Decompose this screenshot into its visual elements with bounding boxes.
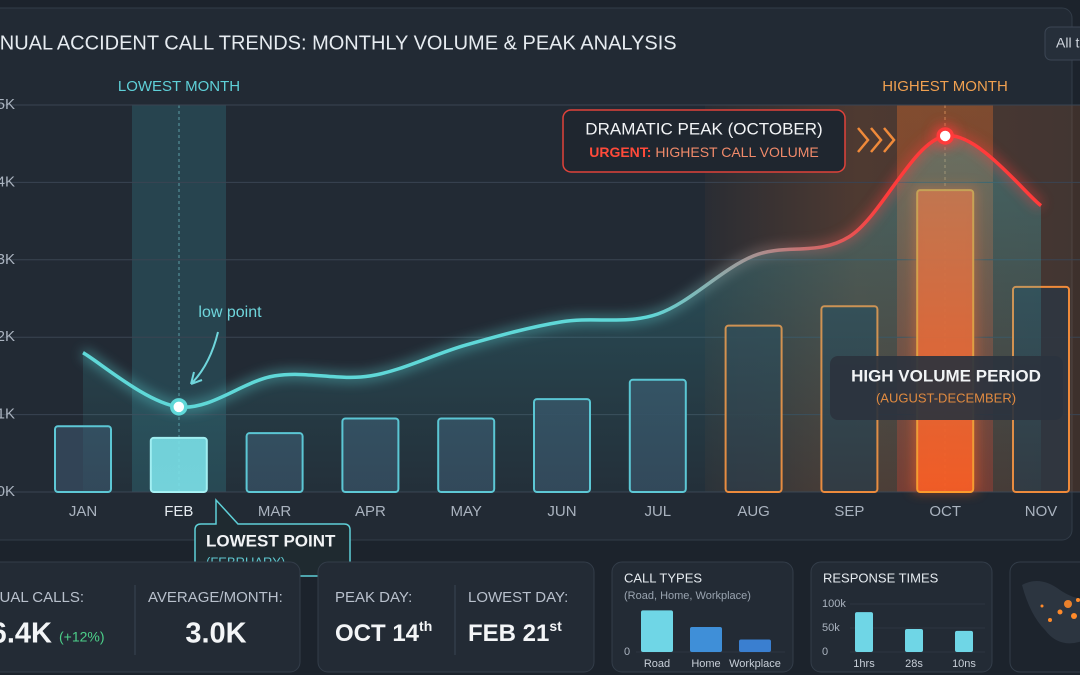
x-tick-label: FEB xyxy=(164,503,193,520)
highest-month-label: HIGHEST MONTH xyxy=(882,78,1008,95)
card-value-text: OCT 14 xyxy=(335,620,420,647)
x-tick-label: SEP xyxy=(834,503,864,520)
y-tick-label: 3K xyxy=(0,251,15,268)
card-value: 3.0K xyxy=(185,618,246,650)
map-land xyxy=(1022,581,1080,644)
mini-chart-title: CALL TYPES xyxy=(624,570,702,585)
peak-urgent: URGENT: xyxy=(589,144,651,160)
bar xyxy=(641,610,673,652)
line-area xyxy=(83,135,1041,493)
card xyxy=(0,561,301,673)
x-tick-label: MAY xyxy=(450,503,481,520)
card-change: (+12%) xyxy=(59,629,105,645)
x-tick-label: Road xyxy=(644,658,670,670)
bar xyxy=(739,639,771,652)
filter-label[interactable]: All t xyxy=(1056,35,1079,51)
y-tick-label: 5K xyxy=(0,96,15,113)
peak-chevrons xyxy=(857,127,896,153)
card-label: LOWEST DAY: xyxy=(468,589,568,606)
card-value-text: FEB 21 xyxy=(468,620,549,647)
card-label: ANNUAL CALLS: xyxy=(0,589,84,606)
x-tick-label: 1hrs xyxy=(853,658,875,670)
y-tick-label: 0 xyxy=(624,646,630,658)
peak-callout xyxy=(562,109,846,173)
bar xyxy=(905,628,923,652)
y-tick-label: 1K xyxy=(0,406,15,423)
x-tick-label: AUG xyxy=(737,503,770,520)
card-value: 36.4K xyxy=(0,618,52,650)
y-tick-label: 2K xyxy=(0,328,15,345)
peak-marker xyxy=(936,127,954,145)
card-label: AVERAGE/MONTH: xyxy=(148,589,283,606)
bar xyxy=(690,627,722,652)
lowest-month-label: LOWEST MONTH xyxy=(118,78,240,95)
period-callout xyxy=(830,356,1063,420)
card-value-suffix: st xyxy=(549,618,562,634)
chart-title: ANNUAL ACCIDENT CALL TRENDS: MONTHLY VOL… xyxy=(0,32,677,54)
x-tick-label: JUN xyxy=(547,503,576,520)
card xyxy=(317,561,595,673)
low-point-marker xyxy=(170,398,188,416)
card-value-suffix: th xyxy=(419,618,432,634)
mini-chart-title: RESPONSE TIMES xyxy=(823,570,939,585)
low-point-arrow xyxy=(190,331,219,385)
peak-title: DRAMATIC PEAK (OCTOBER) xyxy=(585,119,822,138)
mini-chart-subtitle: (Road, Home, Workplace) xyxy=(624,590,751,602)
x-tick-label: MAR xyxy=(258,503,292,520)
y-tick-label: 0 xyxy=(822,646,828,658)
x-tick-label: OCT xyxy=(929,503,961,520)
x-tick-label: APR xyxy=(355,503,386,520)
period-detail: (AUGUST-DECEMBER) xyxy=(876,390,1016,405)
y-tick-label: 0K xyxy=(0,483,15,500)
trend-line xyxy=(82,134,1043,409)
x-tick-label: 28s xyxy=(905,658,923,670)
bar xyxy=(855,612,873,652)
peak-detail-text: HIGHEST CALL VOLUME xyxy=(651,144,818,160)
map-hotspots xyxy=(1040,598,1080,622)
filter-button[interactable] xyxy=(1044,26,1080,61)
bar xyxy=(955,630,973,652)
x-tick-label: Workplace xyxy=(729,658,781,670)
x-tick-label: Home xyxy=(691,658,720,670)
x-tick-label: JUL xyxy=(644,503,671,520)
y-tick-label: 4K xyxy=(0,173,15,190)
x-tick-label: 10ns xyxy=(952,658,976,670)
lowest-title: LOWEST POINT xyxy=(206,531,336,550)
period-title: HIGH VOLUME PERIOD xyxy=(851,366,1041,385)
peak-detail: URGENT: HIGHEST CALL VOLUME xyxy=(589,144,819,160)
y-tick-label: 100k xyxy=(822,598,846,610)
x-tick-label: NOV xyxy=(1025,503,1058,520)
card-value: OCT 14th xyxy=(335,618,432,648)
low-point-note: low point xyxy=(198,304,262,321)
card-value: FEB 21st xyxy=(468,618,562,648)
y-tick-label: 50k xyxy=(822,622,840,634)
card-label: PEAK DAY: xyxy=(335,589,412,606)
x-tick-label: JAN xyxy=(69,503,97,520)
